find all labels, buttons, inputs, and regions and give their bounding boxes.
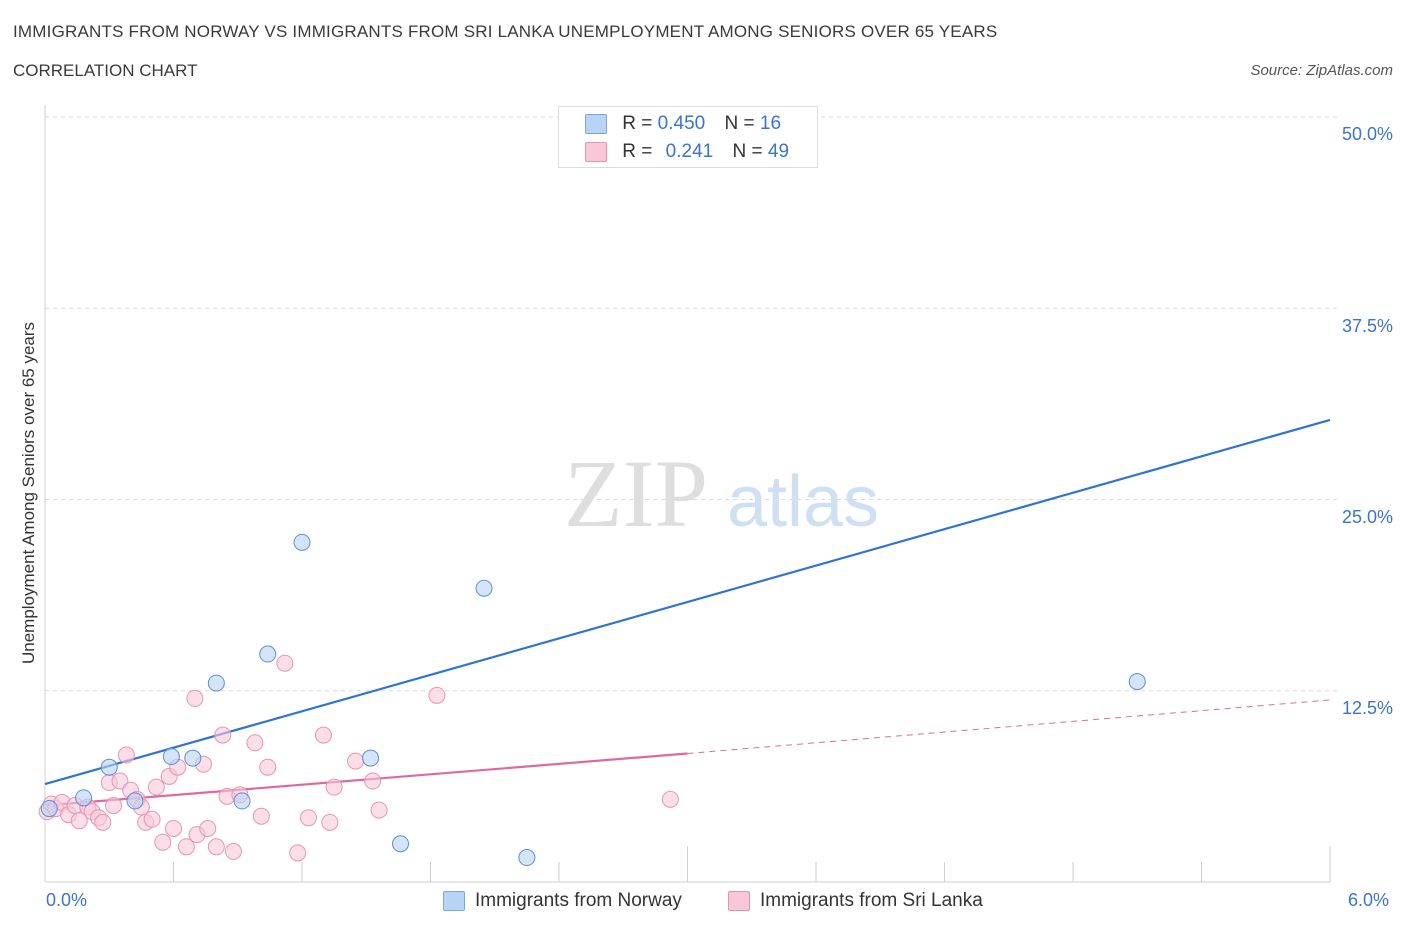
srilanka-point [186, 689, 204, 707]
srilanka-point [94, 813, 112, 831]
norway-point [75, 789, 93, 807]
correlation-legend: R = 0.450 N = 16 R = 0.241 N = 49 [558, 106, 818, 168]
srilanka-point [224, 842, 242, 860]
norway-point [475, 579, 493, 597]
srilanka-point [252, 807, 270, 825]
norway-point [392, 835, 410, 853]
bottom-norway-label: Immigrants from Norway [475, 890, 682, 911]
norway-n-label: N = [724, 113, 755, 134]
axes [44, 105, 1331, 883]
y-tick-12-5: 12.5% [1341, 698, 1393, 718]
norway-point [162, 748, 180, 766]
watermark-zip: ZIP [564, 440, 708, 547]
srilanka-point [117, 746, 135, 764]
chart-subtitle: CORRELATION CHART [13, 61, 198, 80]
srilanka-trend-extension [687, 699, 1331, 754]
legend-row-srilanka: R = 0.241 N = 49 [585, 140, 789, 164]
srilanka-point [165, 819, 182, 837]
norway-point [259, 645, 277, 663]
srilanka-point [325, 778, 343, 796]
y-tick-25: 25.0% [1341, 507, 1393, 527]
srilanka-point [105, 797, 123, 814]
norway-point [233, 792, 251, 810]
srilanka-point [364, 772, 382, 790]
srilanka-point [276, 654, 294, 672]
norway-point [518, 849, 536, 867]
bottom-norway-swatch [443, 890, 465, 911]
srilanka-point [246, 734, 264, 752]
srilanka-point [299, 809, 317, 827]
srilanka-point [661, 790, 679, 808]
y-tick-37-5: 37.5% [1341, 316, 1393, 336]
bottom-srilanka-swatch [728, 890, 750, 911]
norway-swatch [585, 113, 607, 134]
srilanka-n-value: 49 [767, 141, 790, 162]
norway-point [207, 674, 225, 692]
srilanka-point [428, 686, 446, 704]
srilanka-point [154, 833, 172, 851]
srilanka-point [347, 752, 365, 770]
srilanka-point [70, 812, 88, 830]
srilanka-point [321, 813, 339, 831]
watermark-atlas: atlas [727, 462, 879, 542]
srilanka-r-value: 0.241 [665, 141, 714, 162]
x-tick-min: 0.0% [46, 890, 88, 910]
norway-point [126, 792, 144, 810]
y-axis-label: Unemployment Among Seniors over 65 years [19, 321, 38, 665]
srilanka-point [214, 726, 232, 744]
srilanka-n-label: N = [732, 141, 763, 162]
y-tick-50: 50.0% [1341, 124, 1393, 144]
srilanka-point [147, 778, 165, 796]
bottom-legend-srilanka[interactable]: Immigrants from Sri Lanka [728, 890, 983, 912]
srilanka-point [199, 819, 217, 837]
bottom-srilanka-label: Immigrants from Sri Lanka [760, 890, 983, 911]
srilanka-swatch [585, 141, 607, 162]
srilanka-point [314, 726, 332, 744]
norway-point [100, 758, 118, 776]
norway-point [362, 749, 380, 767]
srilanka-r-label: R = [622, 141, 653, 162]
source-label: Source: ZipAtlas.com [1250, 62, 1393, 79]
srilanka-point [177, 838, 195, 856]
srilanka-point [207, 838, 225, 856]
norway-point [293, 533, 311, 551]
norway-trend-line [44, 418, 1331, 786]
norway-n-value: 16 [759, 113, 782, 134]
srilanka-point [259, 758, 277, 776]
srilanka-point [370, 801, 388, 819]
srilanka-point [143, 810, 161, 828]
norway-r-value: 0.450 [657, 113, 706, 134]
grid-lines [45, 116, 1340, 692]
watermark: ZIP atlas [564, 440, 879, 547]
norway-point [40, 800, 58, 818]
data-points [38, 108, 1146, 867]
norway-r-label: R = [622, 113, 653, 134]
bottom-legend-norway[interactable]: Immigrants from Norway [443, 890, 682, 912]
chart-title: IMMIGRANTS FROM NORWAY VS IMMIGRANTS FRO… [13, 22, 998, 41]
norway-point [1128, 673, 1146, 691]
srilanka-point [289, 844, 307, 862]
legend-row-norway: R = 0.450 N = 16 [585, 112, 781, 136]
x-tick-max: 6.0% [1348, 890, 1390, 910]
norway-point [184, 749, 202, 767]
